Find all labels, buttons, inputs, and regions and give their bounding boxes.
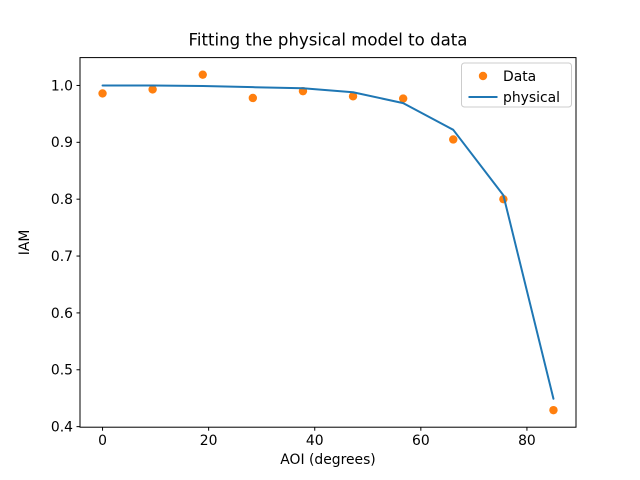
data-point [549,405,558,415]
y-tick-label: 0.9 [51,135,73,151]
data-point [398,94,408,103]
x-tick-label: 40 [306,433,324,449]
y-tick-label: 0.7 [51,249,73,265]
data-point [98,89,107,98]
legend-physical-label: physical [503,90,560,106]
y-axis-label: IAM [17,230,33,256]
data-point [148,85,157,94]
data-point [348,92,358,101]
x-tick-label: 20 [200,433,218,449]
y-tick-label: 0.8 [51,192,73,208]
data-point [248,93,258,103]
x-axis-label: AOI (degrees) [280,452,375,468]
legend-data-marker-icon [478,71,488,81]
plot-frame [79,57,577,428]
data-point [449,135,458,144]
x-tick-label: 0 [98,433,107,449]
physical-model-line [101,84,555,400]
x-tick-label: 80 [518,433,536,449]
y-axis-ticks: 0.4 0.5 0.6 0.7 0.8 0.9 1.0 [51,78,80,436]
legend-data-label: Data [503,69,536,85]
x-tick-label: 60 [412,433,430,449]
plot-series [98,70,558,415]
y-tick-label: 0.5 [51,363,73,379]
y-tick-label: 1.0 [51,78,73,94]
x-axis-ticks: 0 20 40 60 80 [98,427,536,449]
legend: Data physical [461,62,572,108]
data-point [198,70,207,79]
y-tick-label: 0.4 [51,420,73,436]
y-tick-label: 0.6 [51,306,73,322]
chart-title: Fitting the physical model to data [189,31,468,50]
